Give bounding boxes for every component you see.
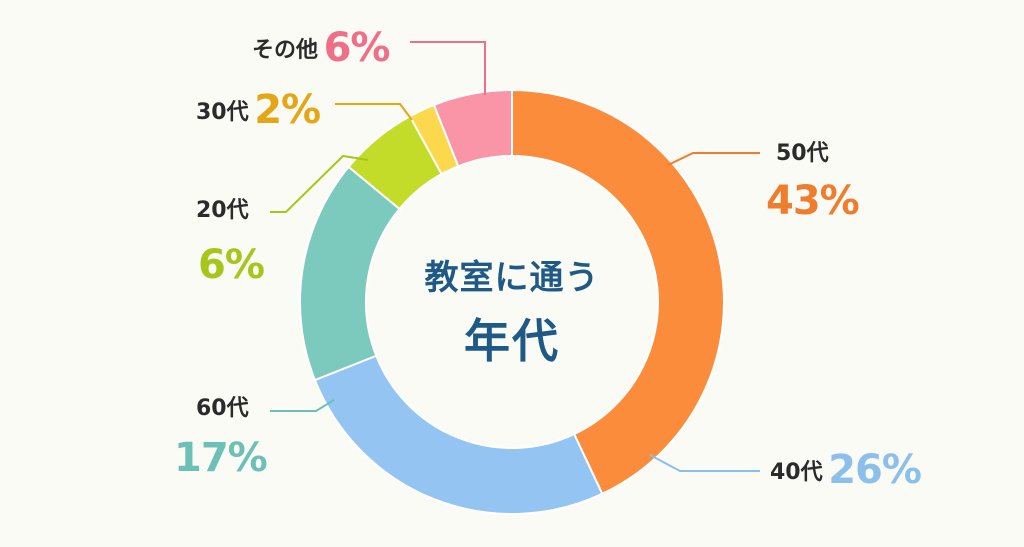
chart-title-line-1: 教室に通う bbox=[424, 258, 600, 298]
label-20s-name: 20代 bbox=[196, 198, 249, 223]
label-50s-name: 50代 bbox=[776, 141, 829, 166]
leader-line-その他 bbox=[410, 41, 486, 95]
slice-その他 bbox=[432, 88, 513, 168]
chart-title-line-2: 年代 bbox=[464, 314, 560, 368]
slice-40代 bbox=[313, 354, 604, 515]
leader-line-50代 bbox=[667, 152, 760, 166]
label-other: その他 6% bbox=[252, 25, 391, 71]
slice-50代 bbox=[511, 88, 725, 496]
label-20s-pct: 6% bbox=[198, 242, 265, 288]
leader-line-30代 bbox=[335, 103, 413, 121]
leader-line-20代 bbox=[270, 154, 369, 213]
leader-lines bbox=[270, 41, 760, 472]
label-40s-name: 40代 bbox=[770, 460, 823, 485]
label-other-name: その他 bbox=[252, 38, 319, 63]
leader-line-60代 bbox=[270, 399, 335, 412]
label-other-pct: 6% bbox=[323, 25, 391, 71]
label-30s: 30代 2% bbox=[196, 87, 321, 133]
leader-line-40代 bbox=[649, 454, 760, 472]
label-60s-name: 60代 bbox=[196, 396, 249, 421]
donut-slices bbox=[299, 88, 725, 515]
label-30s-pct: 2% bbox=[254, 87, 321, 133]
label-40s: 40代 26% bbox=[770, 447, 922, 493]
label-40s-pct: 26% bbox=[828, 447, 922, 493]
label-30s-name: 30代 bbox=[196, 100, 249, 125]
label-60s-pct: 17% bbox=[174, 435, 268, 481]
label-50s-pct: 43% bbox=[766, 178, 860, 224]
